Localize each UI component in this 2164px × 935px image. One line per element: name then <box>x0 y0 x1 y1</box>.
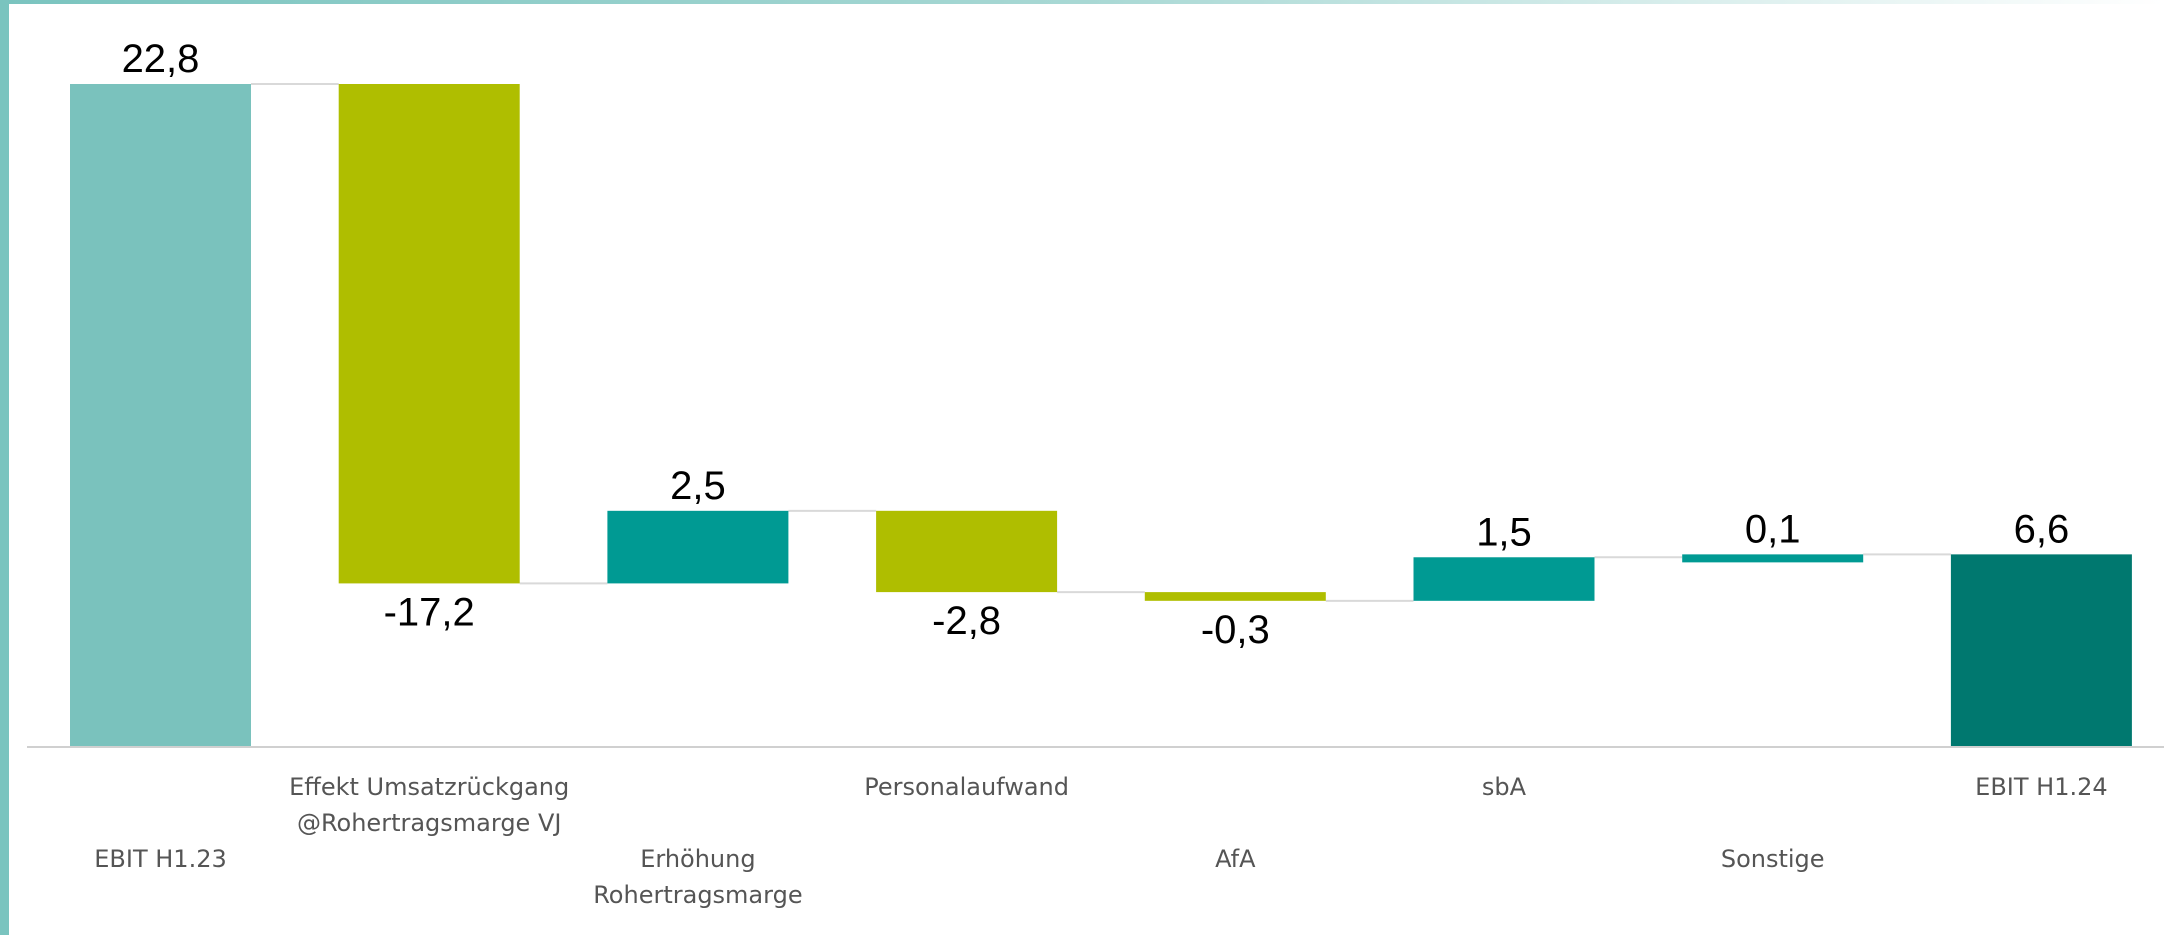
category-label-5: AfA <box>1215 845 1256 873</box>
value-label-1: 22,8 <box>122 37 200 81</box>
value-label-5: -0,3 <box>1201 608 1270 652</box>
category-label-line: EBIT H1.24 <box>1975 773 2107 801</box>
category-label-8: EBIT H1.24 <box>1975 773 2107 801</box>
connector-lines <box>251 83 1951 602</box>
category-label-line: EBIT H1.23 <box>94 845 226 873</box>
category-label-line: Personalaufwand <box>864 773 1069 801</box>
category-label-1: EBIT H1.23 <box>94 845 226 873</box>
bar-5 <box>1144 592 1326 601</box>
category-labels: EBIT H1.23 Effekt Umsatzrückgang @Rohertra… <box>94 773 2107 909</box>
bar-8 <box>1950 554 2132 746</box>
value-label-6: 1,5 <box>1476 510 1532 554</box>
category-label-2: Effekt Umsatzrückgang @Rohertragsmarge VJ <box>289 773 569 837</box>
value-label-8: 6,6 <box>2014 507 2070 551</box>
category-label-3: Erhöhung Rohertragsmarge <box>593 845 802 909</box>
category-label-line: Rohertragsmarge <box>593 881 802 909</box>
left-accent-bar <box>0 0 9 935</box>
category-label-line: Erhöhung <box>640 845 755 873</box>
bar-4 <box>876 510 1058 593</box>
bar-6 <box>1413 557 1595 601</box>
bar-7 <box>1682 554 1864 563</box>
category-label-4: Personalaufwand <box>864 773 1069 801</box>
category-label-line: Sonstige <box>1721 845 1825 873</box>
category-label-line: Effekt Umsatzrückgang <box>289 773 569 801</box>
bar-3 <box>607 510 789 584</box>
bar-2 <box>338 84 520 584</box>
value-label-4: -2,8 <box>932 599 1001 643</box>
category-label-6: sbA <box>1482 773 1527 801</box>
bar-1 <box>70 84 251 746</box>
category-label-7: Sonstige <box>1721 845 1825 873</box>
category-label-line: AfA <box>1215 845 1256 873</box>
value-label-3: 2,5 <box>670 464 726 508</box>
bars <box>70 84 2132 746</box>
value-label-2: -17,2 <box>384 590 475 634</box>
category-label-line: sbA <box>1482 773 1527 801</box>
category-label-line: @Rohertragsmarge VJ <box>297 809 562 837</box>
value-label-7: 0,1 <box>1745 507 1801 551</box>
value-labels: 22,8 -17,2 2,5 -2,8 -0,3 1,5 0,1 6,6 <box>122 37 2070 652</box>
top-accent-bar <box>0 0 2164 4</box>
